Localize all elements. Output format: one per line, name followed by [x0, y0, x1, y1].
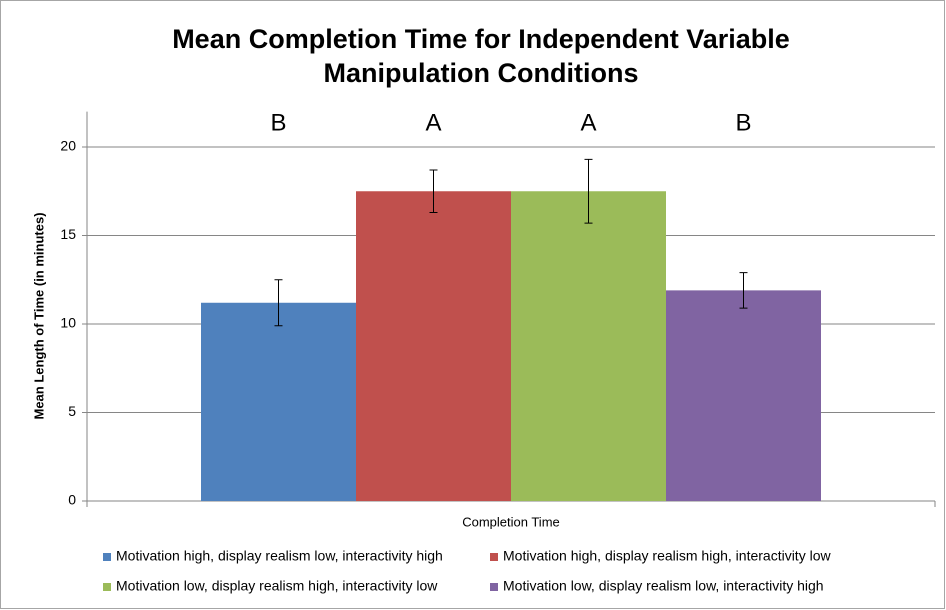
- error-bar: [274, 279, 283, 327]
- bar: [201, 302, 356, 501]
- legend-swatch: [490, 583, 498, 591]
- annotation: B: [270, 109, 286, 136]
- y-tick-label: 5: [68, 403, 76, 419]
- chart-title: Mean Completion Time for Independent Var…: [172, 24, 790, 88]
- legend-label: Motivation high, display realism low, in…: [116, 548, 443, 564]
- y-tick-label: 20: [60, 138, 76, 154]
- bar: [356, 191, 511, 501]
- legend-swatch: [103, 553, 111, 561]
- legend-label: Motivation high, display realism high, i…: [503, 548, 831, 564]
- bar: [666, 290, 821, 501]
- legend-label: Motivation low, display realism high, in…: [116, 578, 438, 594]
- annotation: A: [580, 109, 596, 136]
- error-bar: [429, 169, 438, 213]
- y-axis-label: Mean Length of Time (in minutes): [31, 212, 46, 419]
- annotation: A: [425, 109, 441, 136]
- legend-swatch: [103, 583, 111, 591]
- x-axis-label: Completion Time: [462, 514, 560, 529]
- error-bar: [739, 272, 748, 309]
- legend-swatch: [490, 553, 498, 561]
- y-tick-label: 15: [60, 226, 76, 242]
- y-tick-label: 0: [68, 492, 76, 508]
- y-tick-label: 10: [60, 315, 76, 331]
- bar: [511, 191, 666, 501]
- legend-label: Motivation low, display realism low, int…: [503, 578, 824, 594]
- annotation: B: [735, 109, 751, 136]
- error-bar: [584, 158, 593, 224]
